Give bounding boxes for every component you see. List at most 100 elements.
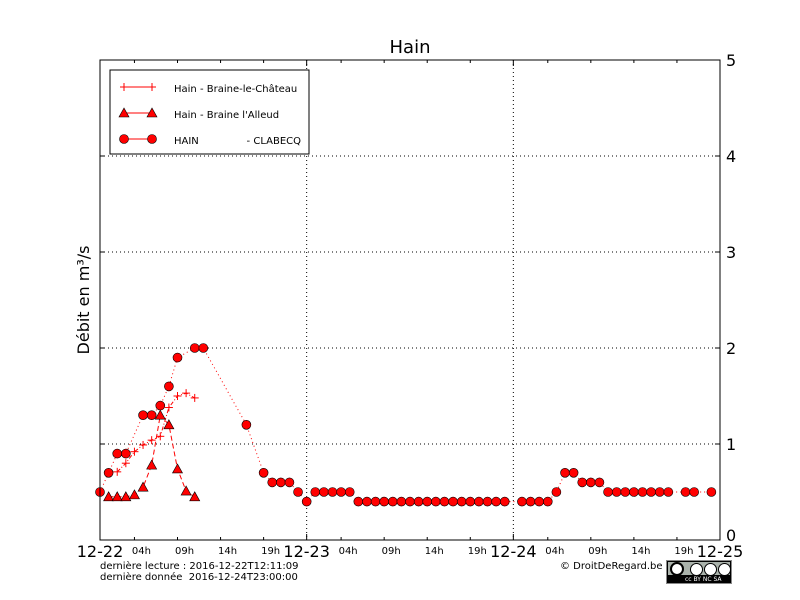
data-point	[113, 467, 122, 476]
x-minor-tick-label: 19h	[261, 546, 280, 557]
data-point	[267, 477, 278, 488]
legend-label: Hain - Braine-le-Château	[174, 83, 297, 95]
data-point	[620, 487, 631, 497]
data-point	[164, 381, 174, 392]
data-point	[155, 400, 166, 411]
series-plus	[113, 389, 199, 476]
data-point	[560, 467, 570, 478]
data-point	[189, 343, 200, 353]
data-point	[396, 496, 407, 507]
legend-box	[109, 69, 310, 155]
data-point	[474, 496, 484, 507]
legend-marker	[146, 107, 158, 118]
by-icon	[690, 563, 703, 576]
data-point	[310, 487, 321, 497]
data-point	[646, 487, 656, 497]
data-point	[336, 487, 346, 497]
data-point	[173, 392, 182, 400]
data-point	[180, 485, 192, 496]
legend-marker	[147, 134, 157, 144]
legend-marker	[119, 134, 129, 144]
y-tick-label: 3	[726, 243, 736, 262]
nc-icon	[704, 563, 717, 576]
data-point	[603, 487, 613, 497]
chart-title: Hain	[390, 37, 431, 58]
data-point	[654, 487, 665, 497]
legend-marker	[148, 83, 156, 91]
y-tick-label: 2	[726, 339, 736, 358]
x-tick-label: 12-25	[697, 542, 744, 561]
data-point	[629, 487, 639, 497]
data-point	[542, 496, 553, 507]
data-point	[327, 487, 338, 497]
cc-icon	[670, 562, 684, 576]
data-point	[171, 463, 184, 474]
x-tick-label: 12-22	[77, 542, 124, 561]
data-point	[611, 487, 622, 497]
data-point	[344, 487, 355, 497]
data-point	[482, 496, 493, 507]
data-point	[465, 496, 476, 507]
legend-marker	[120, 83, 128, 91]
x-minor-tick-label: 19h	[674, 546, 693, 557]
data-point	[499, 496, 510, 507]
data-point	[137, 481, 149, 492]
data-point	[387, 496, 398, 507]
x-tick-label: 12-23	[283, 542, 330, 561]
copyright-text: © DroitDeRegard.be	[560, 561, 663, 572]
x-minor-tick-label: 14h	[425, 546, 444, 557]
plot-frame	[99, 59, 721, 541]
last-read-text: dernière lecture : 2016-12-22T12:11:09	[100, 561, 299, 572]
data-point	[154, 409, 166, 420]
data-point	[689, 487, 699, 497]
data-point	[156, 432, 165, 441]
y-axis-label: Débit en m³/s	[74, 246, 93, 355]
data-point	[241, 419, 252, 430]
data-point	[189, 491, 201, 502]
data-point	[121, 459, 130, 468]
x-minor-tick-label: 09h	[588, 546, 607, 557]
data-point	[319, 487, 329, 497]
data-point	[422, 496, 433, 507]
license-badge-text: cc BY NC SA	[685, 576, 722, 583]
data-point	[103, 491, 115, 502]
x-tick-label: 12-24	[490, 542, 537, 561]
sa-icon	[718, 563, 731, 576]
data-point	[258, 467, 269, 478]
series-layer	[95, 343, 717, 507]
data-point	[525, 496, 536, 507]
data-point	[172, 352, 183, 363]
data-point	[637, 487, 648, 497]
data-point	[139, 440, 148, 449]
series-triangle	[103, 409, 201, 502]
series-line	[99, 347, 712, 503]
data-point	[379, 496, 389, 507]
data-point	[534, 496, 544, 507]
data-point	[138, 410, 148, 421]
y-tick-label: 1	[726, 435, 736, 454]
data-point	[163, 419, 175, 430]
x-minor-tick-label: 14h	[218, 546, 237, 557]
data-point	[517, 496, 527, 507]
data-point	[594, 477, 605, 488]
data-point	[301, 496, 312, 507]
data-point	[370, 496, 381, 507]
y-tick-label: 5	[726, 51, 736, 70]
data-point	[431, 496, 441, 507]
x-minor-tick-label: 04h	[339, 546, 358, 557]
data-point	[276, 477, 286, 488]
legend-label: - CLABECQ	[247, 136, 302, 147]
data-point	[413, 496, 424, 507]
data-point	[121, 448, 131, 459]
data-point	[706, 487, 717, 497]
data-point	[577, 477, 588, 488]
x-minor-tick-label: 09h	[382, 546, 401, 557]
data-point	[120, 491, 132, 502]
cc-license-badge[interactable]: cc BY NC SA	[666, 560, 732, 584]
x-minor-tick-label: 14h	[631, 546, 650, 557]
data-point	[456, 496, 467, 507]
data-point	[146, 459, 158, 470]
x-minor-tick-label: 04h	[545, 546, 564, 557]
data-point	[112, 448, 123, 459]
